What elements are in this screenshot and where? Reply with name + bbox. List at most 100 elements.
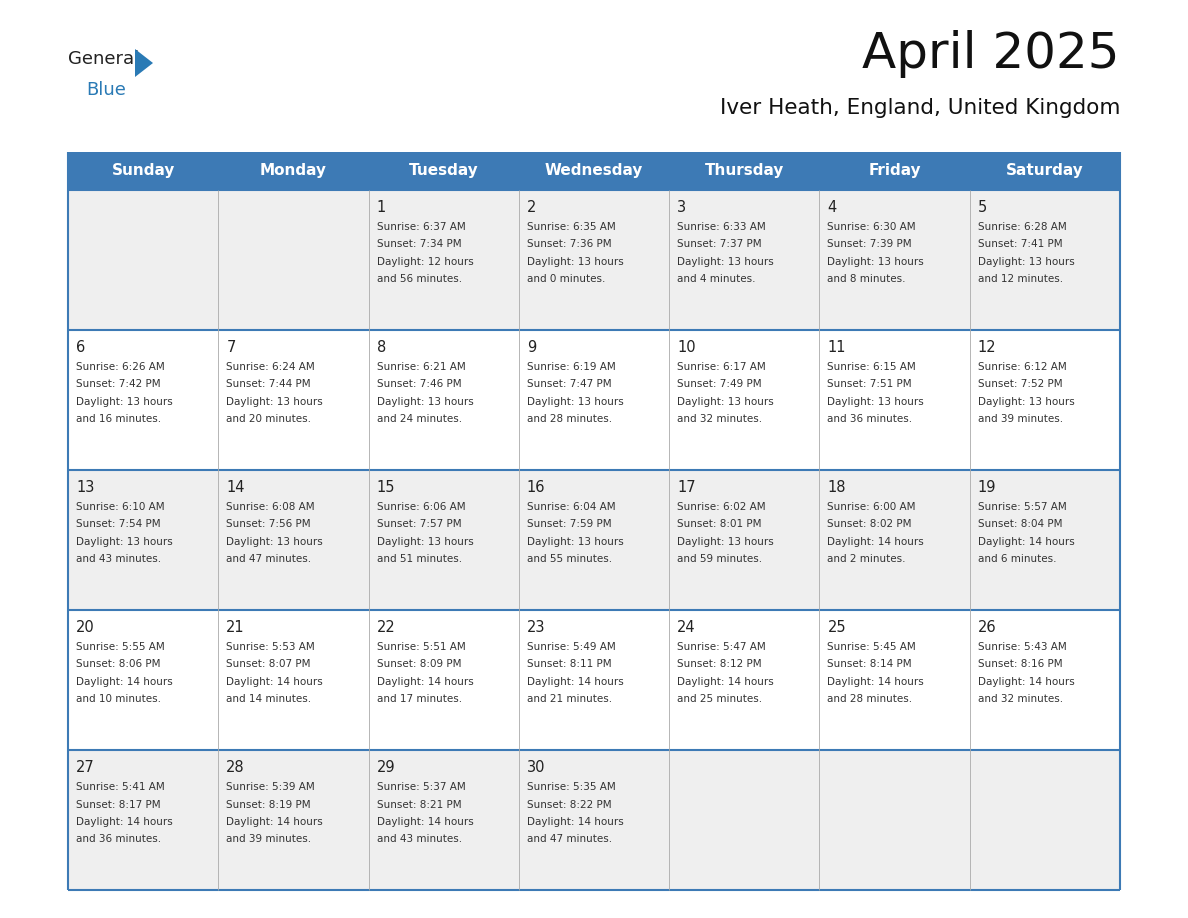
Text: Sunset: 7:42 PM: Sunset: 7:42 PM: [76, 379, 160, 389]
Text: 2: 2: [526, 200, 536, 215]
Text: 6: 6: [76, 340, 86, 355]
Text: 29: 29: [377, 760, 396, 775]
Bar: [68, 152, 1120, 190]
Text: Sunset: 7:34 PM: Sunset: 7:34 PM: [377, 240, 461, 250]
Text: Sunset: 8:17 PM: Sunset: 8:17 PM: [76, 800, 160, 810]
Text: Sunset: 8:21 PM: Sunset: 8:21 PM: [377, 800, 461, 810]
Text: 10: 10: [677, 340, 696, 355]
Text: Sunrise: 6:08 AM: Sunrise: 6:08 AM: [226, 502, 315, 512]
Text: 22: 22: [377, 620, 396, 635]
Bar: [68, 190, 219, 330]
Text: and 24 minutes.: and 24 minutes.: [377, 415, 462, 424]
Bar: [519, 750, 669, 890]
Text: 12: 12: [978, 340, 997, 355]
Text: Sunset: 7:44 PM: Sunset: 7:44 PM: [226, 379, 311, 389]
Text: Daylight: 14 hours: Daylight: 14 hours: [377, 817, 473, 827]
Bar: [368, 470, 519, 610]
Bar: [519, 610, 669, 750]
Text: Sunrise: 5:49 AM: Sunrise: 5:49 AM: [526, 642, 615, 652]
Text: 23: 23: [526, 620, 545, 635]
Text: Sunrise: 5:39 AM: Sunrise: 5:39 AM: [226, 782, 315, 792]
Text: 17: 17: [677, 480, 696, 495]
Text: Daylight: 14 hours: Daylight: 14 hours: [526, 817, 624, 827]
Text: Sunrise: 6:17 AM: Sunrise: 6:17 AM: [677, 362, 766, 372]
Text: Daylight: 14 hours: Daylight: 14 hours: [76, 677, 172, 687]
Bar: [519, 330, 669, 470]
Text: 27: 27: [76, 760, 95, 775]
Bar: [969, 610, 1120, 750]
Text: Sunrise: 6:06 AM: Sunrise: 6:06 AM: [377, 502, 466, 512]
Text: 19: 19: [978, 480, 997, 495]
Text: Sunrise: 5:35 AM: Sunrise: 5:35 AM: [526, 782, 615, 792]
Bar: [219, 470, 368, 610]
Bar: [820, 750, 969, 890]
Text: and 55 minutes.: and 55 minutes.: [526, 554, 612, 565]
Text: Sunrise: 5:37 AM: Sunrise: 5:37 AM: [377, 782, 466, 792]
Text: Sunrise: 6:28 AM: Sunrise: 6:28 AM: [978, 222, 1067, 232]
Text: Sunrise: 5:47 AM: Sunrise: 5:47 AM: [677, 642, 766, 652]
Text: 16: 16: [526, 480, 545, 495]
Text: Sunset: 7:59 PM: Sunset: 7:59 PM: [526, 520, 612, 530]
Text: Daylight: 13 hours: Daylight: 13 hours: [827, 397, 924, 407]
Text: Sunrise: 6:21 AM: Sunrise: 6:21 AM: [377, 362, 466, 372]
Text: Sunset: 8:16 PM: Sunset: 8:16 PM: [978, 659, 1062, 669]
Text: and 39 minutes.: and 39 minutes.: [226, 834, 311, 845]
Text: and 59 minutes.: and 59 minutes.: [677, 554, 763, 565]
Text: Sunrise: 5:51 AM: Sunrise: 5:51 AM: [377, 642, 466, 652]
Text: 11: 11: [827, 340, 846, 355]
Text: Sunrise: 6:26 AM: Sunrise: 6:26 AM: [76, 362, 165, 372]
Bar: [519, 470, 669, 610]
Bar: [669, 330, 820, 470]
Text: Sunrise: 6:37 AM: Sunrise: 6:37 AM: [377, 222, 466, 232]
Text: and 47 minutes.: and 47 minutes.: [226, 554, 311, 565]
Text: April 2025: April 2025: [862, 30, 1120, 78]
Text: Sunrise: 6:15 AM: Sunrise: 6:15 AM: [827, 362, 916, 372]
Text: and 6 minutes.: and 6 minutes.: [978, 554, 1056, 565]
Text: Sunset: 8:07 PM: Sunset: 8:07 PM: [226, 659, 311, 669]
Text: Daylight: 14 hours: Daylight: 14 hours: [76, 817, 172, 827]
Text: Sunrise: 5:45 AM: Sunrise: 5:45 AM: [827, 642, 916, 652]
Text: 18: 18: [827, 480, 846, 495]
Text: 5: 5: [978, 200, 987, 215]
Text: and 47 minutes.: and 47 minutes.: [526, 834, 612, 845]
Text: Sunset: 8:04 PM: Sunset: 8:04 PM: [978, 520, 1062, 530]
Text: and 36 minutes.: and 36 minutes.: [827, 415, 912, 424]
Text: Sunset: 7:41 PM: Sunset: 7:41 PM: [978, 240, 1062, 250]
Text: and 51 minutes.: and 51 minutes.: [377, 554, 462, 565]
Text: and 16 minutes.: and 16 minutes.: [76, 415, 162, 424]
Text: and 32 minutes.: and 32 minutes.: [677, 415, 763, 424]
Bar: [219, 330, 368, 470]
Text: Sunset: 7:51 PM: Sunset: 7:51 PM: [827, 379, 912, 389]
Text: Sunrise: 6:35 AM: Sunrise: 6:35 AM: [526, 222, 615, 232]
Text: 25: 25: [827, 620, 846, 635]
Text: and 2 minutes.: and 2 minutes.: [827, 554, 906, 565]
Text: Sunrise: 5:55 AM: Sunrise: 5:55 AM: [76, 642, 165, 652]
Text: 7: 7: [226, 340, 235, 355]
Text: Sunset: 8:06 PM: Sunset: 8:06 PM: [76, 659, 160, 669]
Text: Daylight: 14 hours: Daylight: 14 hours: [978, 677, 1074, 687]
Text: and 20 minutes.: and 20 minutes.: [226, 415, 311, 424]
Bar: [368, 750, 519, 890]
Text: Sunrise: 6:02 AM: Sunrise: 6:02 AM: [677, 502, 766, 512]
Text: 13: 13: [76, 480, 94, 495]
Text: Daylight: 12 hours: Daylight: 12 hours: [377, 257, 473, 267]
Bar: [669, 610, 820, 750]
Text: Sunset: 7:36 PM: Sunset: 7:36 PM: [526, 240, 612, 250]
Text: Thursday: Thursday: [704, 163, 784, 178]
Text: and 4 minutes.: and 4 minutes.: [677, 274, 756, 285]
Text: 26: 26: [978, 620, 997, 635]
Text: and 8 minutes.: and 8 minutes.: [827, 274, 906, 285]
Text: 3: 3: [677, 200, 687, 215]
Text: Daylight: 13 hours: Daylight: 13 hours: [377, 537, 473, 547]
Text: 20: 20: [76, 620, 95, 635]
Text: Iver Heath, England, United Kingdom: Iver Heath, England, United Kingdom: [720, 98, 1120, 118]
Bar: [969, 330, 1120, 470]
Text: 14: 14: [226, 480, 245, 495]
Text: and 39 minutes.: and 39 minutes.: [978, 415, 1063, 424]
Text: and 21 minutes.: and 21 minutes.: [526, 695, 612, 704]
Text: Sunrise: 5:57 AM: Sunrise: 5:57 AM: [978, 502, 1067, 512]
Text: and 0 minutes.: and 0 minutes.: [526, 274, 605, 285]
Text: Sunset: 8:02 PM: Sunset: 8:02 PM: [827, 520, 912, 530]
Text: Sunrise: 6:12 AM: Sunrise: 6:12 AM: [978, 362, 1067, 372]
Text: Sunset: 7:56 PM: Sunset: 7:56 PM: [226, 520, 311, 530]
